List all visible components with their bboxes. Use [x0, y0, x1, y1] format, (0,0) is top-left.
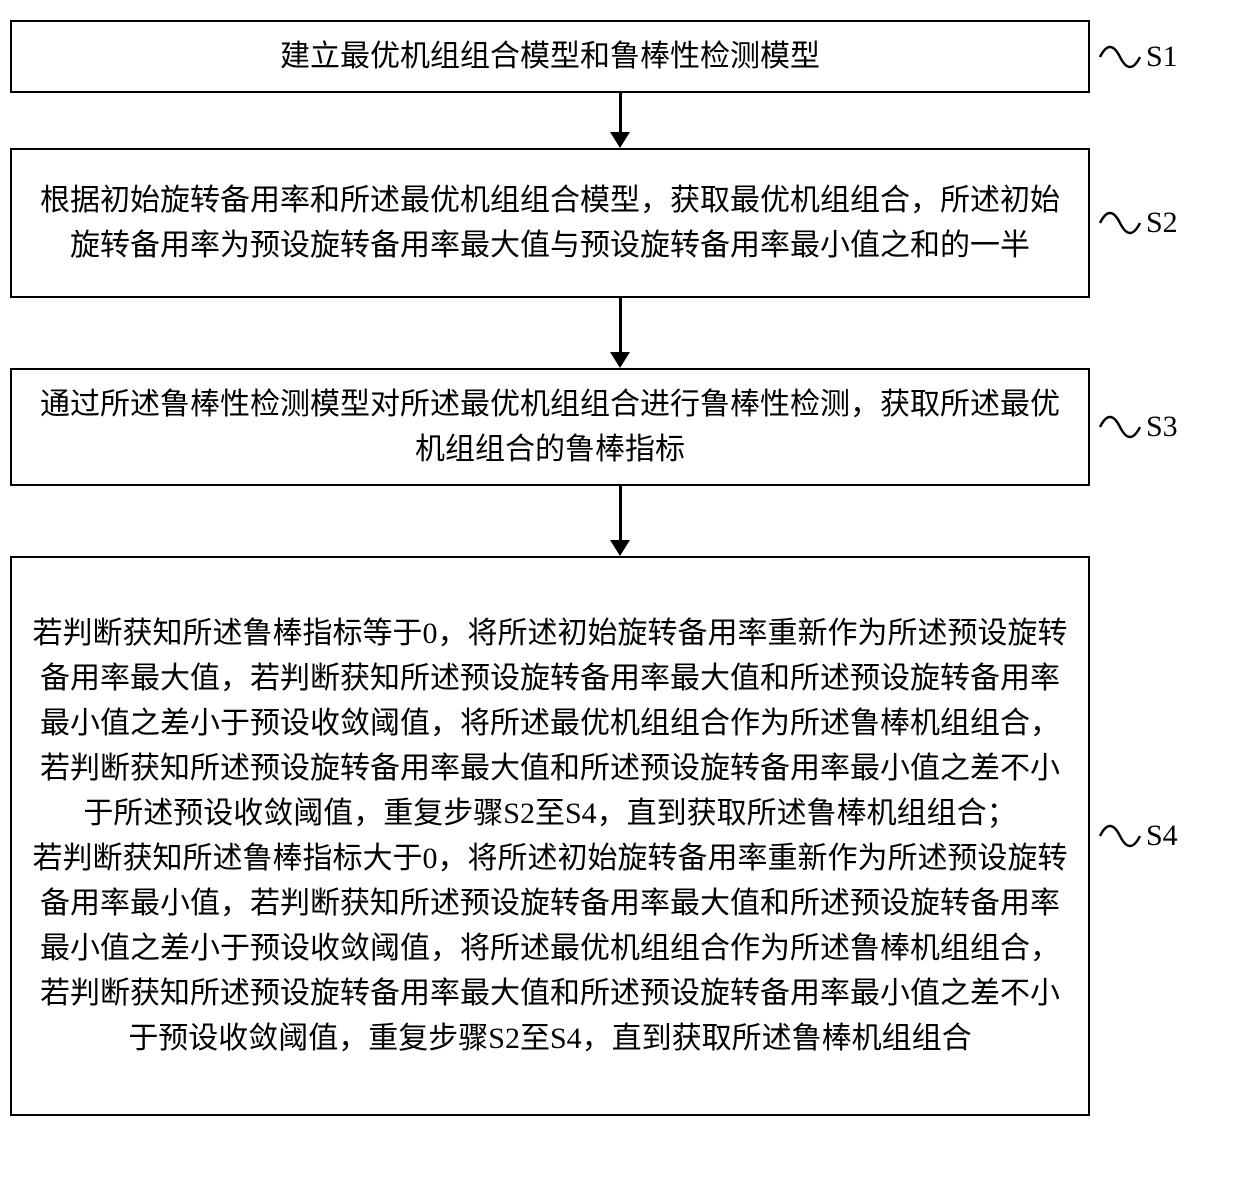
step-row-s1: 建立最优机组组合模型和鲁棒性检测模型 S1 — [10, 20, 1230, 93]
step-label-s1: S1 — [1146, 40, 1178, 74]
step-row-s2: 根据初始旋转备用率和所述最优机组组合模型，获取最优机组组合，所述初始旋转备用率为… — [10, 148, 1230, 298]
step-label-s2: S2 — [1146, 206, 1178, 240]
step-label-wrap-s3: S3 — [1098, 402, 1178, 452]
wave-connector-icon — [1098, 402, 1142, 452]
arrow-s3-s4 — [80, 486, 1160, 556]
step-text-s1: 建立最优机组组合模型和鲁棒性检测模型 — [32, 34, 1068, 79]
arrow-head-icon — [610, 540, 630, 556]
step-text-s3: 通过所述鲁棒性检测模型对所述最优机组组合进行鲁棒性检测，获取所述最优机组组合的鲁… — [32, 382, 1068, 472]
step-box-s4: 若判断获知所述鲁棒指标等于0，将所述初始旋转备用率重新作为所述预设旋转备用率最大… — [10, 556, 1090, 1116]
step-box-s1: 建立最优机组组合模型和鲁棒性检测模型 — [10, 20, 1090, 93]
arrow-line — [619, 93, 622, 132]
wave-connector-icon — [1098, 198, 1142, 248]
step-text-s4: 若判断获知所述鲁棒指标等于0，将所述初始旋转备用率重新作为所述预设旋转备用率最大… — [32, 611, 1068, 1061]
arrow-s2-s3 — [80, 298, 1160, 368]
step-label-wrap-s2: S2 — [1098, 198, 1178, 248]
step-label-s4: S4 — [1146, 819, 1178, 853]
arrow-head-icon — [610, 352, 630, 368]
arrow-s1-s2 — [80, 93, 1160, 148]
wave-connector-icon — [1098, 811, 1142, 861]
step-text-s2: 根据初始旋转备用率和所述最优机组组合模型，获取最优机组组合，所述初始旋转备用率为… — [32, 178, 1068, 268]
step-label-wrap-s4: S4 — [1098, 811, 1178, 861]
arrow-line — [619, 298, 622, 352]
arrow-head-icon — [610, 132, 630, 148]
step-box-s3: 通过所述鲁棒性检测模型对所述最优机组组合进行鲁棒性检测，获取所述最优机组组合的鲁… — [10, 368, 1090, 486]
step-label-wrap-s1: S1 — [1098, 32, 1178, 82]
wave-connector-icon — [1098, 32, 1142, 82]
step-box-s2: 根据初始旋转备用率和所述最优机组组合模型，获取最优机组组合，所述初始旋转备用率为… — [10, 148, 1090, 298]
arrow-line — [619, 486, 622, 540]
flowchart-container: 建立最优机组组合模型和鲁棒性检测模型 S1 根据初始旋转备用率和所述最优机组组合… — [10, 20, 1230, 1116]
step-row-s3: 通过所述鲁棒性检测模型对所述最优机组组合进行鲁棒性检测，获取所述最优机组组合的鲁… — [10, 368, 1230, 486]
step-label-s3: S3 — [1146, 410, 1178, 444]
step-row-s4: 若判断获知所述鲁棒指标等于0，将所述初始旋转备用率重新作为所述预设旋转备用率最大… — [10, 556, 1230, 1116]
